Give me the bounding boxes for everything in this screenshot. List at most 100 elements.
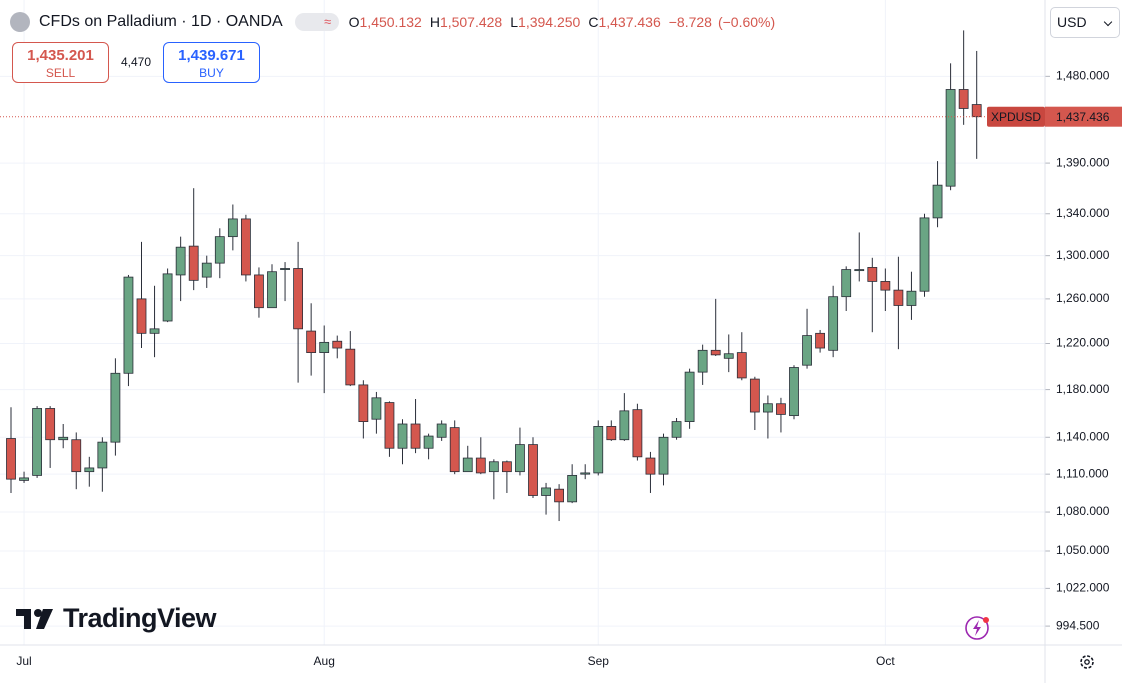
candle-body [423, 435, 434, 449]
candle-body [515, 444, 525, 473]
candle-body [371, 397, 382, 420]
candle-body [710, 349, 721, 356]
candle-body [332, 340, 343, 349]
settings-gear[interactable] [1080, 655, 1094, 669]
indicator-toggle[interactable]: ≈ [294, 13, 339, 31]
alert-dot [983, 617, 989, 623]
x-tick-label: Jul [16, 654, 31, 668]
candle-body [632, 409, 643, 458]
y-tick-label: 1,110.000 [1056, 466, 1109, 480]
candle-body [58, 436, 69, 441]
candle-body [280, 268, 290, 270]
candle-body [240, 218, 251, 276]
candle-body [854, 269, 865, 272]
candle-body [906, 290, 917, 306]
candle-body [776, 403, 786, 415]
ohlc-low: L1,394.250 [510, 14, 580, 30]
candle-body [554, 488, 564, 503]
x-tick-label: Sep [588, 654, 610, 668]
y-tick-label: 1,340.000 [1056, 206, 1110, 220]
header: CFDs on Palladium · 1D · OANDA ≈ O1,450.… [10, 10, 781, 34]
candle-body [723, 353, 734, 359]
buy-label: BUY [199, 66, 224, 80]
x-tick-label: Aug [314, 654, 335, 668]
settings-gear-hole [1084, 659, 1090, 665]
ohlc-label: O [348, 14, 360, 30]
symbol-icon [10, 12, 30, 32]
spread: 4,470 [121, 55, 152, 69]
candle-body [410, 423, 421, 449]
chart-title[interactable]: CFDs on Palladium · 1D · OANDA [39, 13, 283, 30]
sell-price: 1,435.201 [27, 47, 94, 64]
candle-body [815, 332, 825, 349]
candle-body [306, 330, 317, 353]
ohlc-label: L [510, 14, 519, 30]
candle-body [267, 271, 277, 309]
x-tick-label: Oct [876, 654, 895, 668]
candle-body [136, 298, 147, 334]
currency-select[interactable]: USD [1050, 7, 1120, 38]
candle-body [945, 89, 956, 187]
change-percent: (−0.60%) [717, 14, 776, 30]
ohlc-label: H [429, 14, 440, 30]
candle-body [880, 281, 891, 291]
candle-body [149, 328, 160, 334]
candle-body [789, 367, 799, 417]
candle-body [528, 444, 538, 496]
candle-body [162, 273, 173, 322]
buy-button[interactable]: 1,439.671 BUY [163, 42, 260, 83]
y-tick-label: 994.500 [1056, 618, 1100, 632]
alert-icon [965, 616, 989, 640]
candle-body [867, 267, 878, 282]
candle-body [397, 423, 408, 449]
candle-body [45, 408, 56, 441]
candle-body [802, 335, 812, 366]
y-tick-label: 1,180.000 [1056, 382, 1110, 396]
candle-body [254, 274, 264, 309]
candle-body [84, 467, 95, 473]
candle-body [488, 461, 499, 473]
candle-body [358, 384, 369, 423]
candle-body [501, 461, 512, 473]
brand-logo [16, 608, 53, 629]
candle-body [384, 402, 395, 449]
candle-body [188, 245, 199, 281]
y-tick-label: 1,022.000 [1056, 581, 1110, 595]
candle-body [175, 246, 186, 276]
candle-body [6, 438, 16, 480]
candle-body [475, 457, 486, 474]
candle-body [841, 269, 852, 298]
y-tick-label: 1,390.000 [1056, 155, 1110, 169]
candle-body [619, 410, 630, 441]
candle-body [567, 475, 578, 503]
candle-body [319, 341, 330, 353]
y-tick-label: 1,260.000 [1056, 291, 1110, 305]
candle-body [593, 426, 604, 474]
candle-body [763, 403, 773, 413]
candle-body [958, 89, 969, 109]
candle-body [541, 487, 551, 496]
y-tick-label: 1,480.000 [1056, 69, 1110, 83]
candle-body [671, 421, 682, 438]
ohlc-open: O1,450.132 [349, 14, 422, 30]
price-label: 1,437.436 [1056, 110, 1110, 124]
candle-body [449, 427, 460, 473]
candle-body [893, 289, 904, 306]
ohlc-value: 1,450.132 [359, 14, 422, 30]
candle-body [97, 441, 108, 469]
candle-body [645, 457, 656, 475]
candle-body [932, 184, 943, 219]
ohlc-value: 1,507.428 [439, 14, 503, 30]
candle-body [658, 436, 669, 475]
y-tick-label: 1,080.000 [1056, 504, 1110, 518]
y-tick-label: 1,300.000 [1056, 248, 1110, 262]
candle-body [828, 296, 839, 351]
sell-button[interactable]: 1,435.201 SELL [12, 42, 109, 83]
brand-name: TradingView [63, 603, 217, 633]
symbol-label: XPDUSD [991, 110, 1041, 124]
candle-body [580, 472, 591, 475]
candle-body [32, 408, 42, 476]
ohlc-high: H1,507.428 [430, 14, 502, 30]
